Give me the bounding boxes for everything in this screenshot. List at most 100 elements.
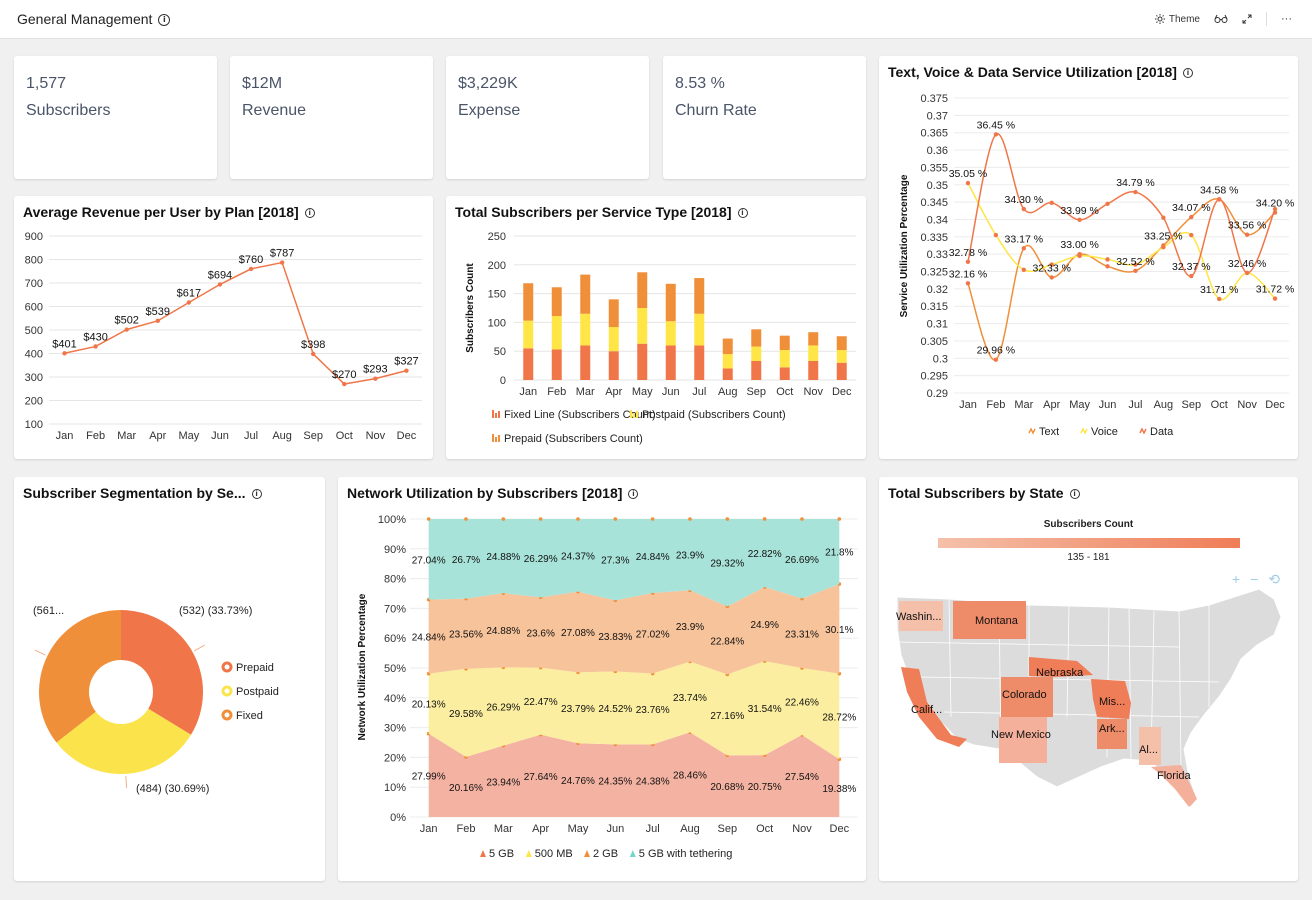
- area-band: [428, 518, 840, 607]
- data-point: [1161, 215, 1166, 220]
- data-label: 22.84%: [710, 636, 744, 647]
- state-label: Ark...: [1099, 723, 1125, 735]
- y-tick-label: 20%: [384, 752, 406, 764]
- state-nebraska[interactable]: [1029, 657, 1093, 677]
- y-tick-label: 100: [25, 419, 43, 431]
- y-tick-label: 0.3: [933, 353, 948, 365]
- data-point: [1244, 270, 1250, 276]
- x-tick-label: Mar: [494, 823, 513, 835]
- area-band: [428, 732, 840, 817]
- x-tick-label: Jul: [1128, 399, 1142, 411]
- series-line: [967, 133, 1276, 277]
- state-missouri[interactable]: [1091, 679, 1131, 719]
- data-point: [1217, 296, 1222, 302]
- legend-swatch: [633, 413, 635, 418]
- segmentation-chart-card: Subscriber Segmentation by Se... i (532) …: [14, 477, 325, 881]
- bar-segment: [779, 367, 790, 380]
- bar-segment: [751, 360, 762, 380]
- y-tick-label: 90%: [384, 544, 406, 556]
- state-montana[interactable]: [953, 601, 1026, 639]
- bar-segment: [637, 308, 648, 344]
- state-arkansas[interactable]: [1097, 719, 1127, 749]
- zoom-out-button[interactable]: −: [1250, 571, 1259, 587]
- expand-icon[interactable]: [1242, 14, 1252, 24]
- data-label: 26.69%: [785, 555, 819, 566]
- subscribers-chart-title: Total Subscribers per Service Type [2018…: [455, 204, 748, 220]
- kpi-card-revenue[interactable]: $12M Revenue: [230, 56, 433, 179]
- series-line: [64, 261, 407, 385]
- info-icon[interactable]: i: [304, 208, 315, 219]
- data-label: 24.84%: [636, 552, 670, 563]
- data-point: [1105, 264, 1110, 269]
- info-icon[interactable]: i: [737, 208, 748, 219]
- data-point: [1133, 268, 1138, 274]
- label-leader-line: [194, 644, 205, 652]
- data-point: [993, 357, 999, 362]
- zoom-in-button[interactable]: +: [1231, 571, 1241, 587]
- state-washington[interactable]: [899, 601, 943, 631]
- data-label: 26.7%: [452, 555, 480, 566]
- data-point: [613, 517, 618, 521]
- theme-button[interactable]: Theme: [1154, 13, 1200, 25]
- info-icon[interactable]: i: [1069, 489, 1080, 500]
- data-label: 24.88%: [486, 552, 520, 563]
- x-tick-label: May: [632, 386, 653, 398]
- data-label: 23.56%: [449, 630, 483, 641]
- state-alabama[interactable]: [1139, 727, 1161, 765]
- slice-label: (484) (30.69%): [136, 783, 209, 795]
- data-label: 24.52%: [598, 704, 632, 715]
- x-tick-label: Mar: [1014, 399, 1033, 411]
- legend-swatch: [221, 709, 233, 721]
- glasses-icon[interactable]: [1214, 14, 1228, 24]
- x-tick-label: Jan: [56, 430, 74, 442]
- segmentation-title-text: Subscriber Segmentation by Se...: [23, 485, 246, 501]
- state-label: Nebraska: [1036, 667, 1084, 679]
- top-bar: General Management i Theme ···: [0, 0, 1312, 39]
- data-point: [993, 132, 999, 137]
- data-label: 27.02%: [636, 629, 670, 640]
- bar-segment: [694, 345, 705, 380]
- x-tick-label: Sep: [746, 386, 766, 398]
- data-point: [248, 266, 254, 272]
- y-tick-label: 0.37: [927, 110, 948, 122]
- data-point: [1217, 197, 1222, 202]
- data-label: 27.99%: [412, 771, 446, 782]
- state-california[interactable]: [901, 667, 967, 747]
- kpi-card-subscribers[interactable]: 1,577 Subscribers: [14, 56, 217, 179]
- data-label: 27.64%: [524, 772, 558, 783]
- y-tick-label: 100: [488, 317, 506, 329]
- info-icon[interactable]: i: [1182, 68, 1193, 79]
- dashboard-title-text: General Management: [17, 11, 153, 27]
- legend-swatch: [495, 413, 497, 418]
- theme-label: Theme: [1168, 13, 1200, 25]
- state-new-mexico[interactable]: [999, 717, 1047, 763]
- y-tick-label: 0.355: [920, 162, 948, 174]
- x-tick-label: Nov: [792, 823, 812, 835]
- data-label: $760: [239, 254, 263, 266]
- data-label: 36.45 %: [977, 119, 1016, 131]
- data-point: [124, 327, 129, 332]
- data-label: $502: [114, 315, 138, 327]
- y-tick-label: 0.325: [920, 267, 948, 279]
- more-menu-button[interactable]: ···: [1281, 13, 1292, 25]
- kpi-card-churn-rate[interactable]: 8.53 % Churn Rate: [663, 56, 866, 179]
- data-point: [93, 344, 98, 349]
- data-point: [404, 368, 409, 373]
- data-point: [965, 180, 971, 186]
- info-icon[interactable]: i: [158, 14, 171, 27]
- state-colorado[interactable]: [1001, 677, 1053, 717]
- bar-segment: [608, 327, 619, 352]
- info-icon[interactable]: i: [628, 489, 639, 500]
- data-point: [1077, 217, 1082, 223]
- y-tick-label: 400: [25, 349, 43, 361]
- x-tick-label: Feb: [457, 823, 476, 835]
- data-point: [1272, 206, 1278, 212]
- info-icon[interactable]: i: [251, 489, 262, 500]
- legend-label: Voice: [1091, 426, 1118, 438]
- kpi-card-expense[interactable]: $3,229K Expense: [446, 56, 649, 179]
- kpi-label: Subscribers: [26, 102, 111, 119]
- state-florida[interactable]: [1151, 765, 1197, 807]
- data-point: [1021, 246, 1026, 251]
- reset-zoom-button[interactable]: ⟲: [1268, 571, 1280, 587]
- legend-swatch: [630, 410, 632, 418]
